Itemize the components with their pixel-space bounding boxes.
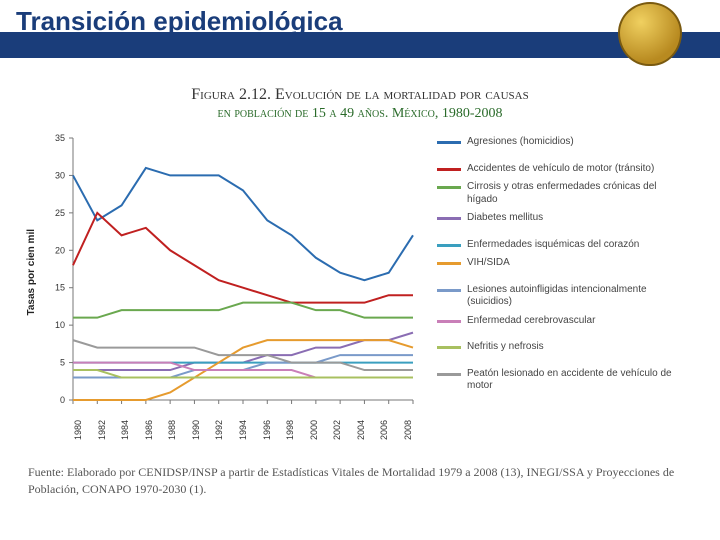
legend-label: Enfermedad cerebrovascular	[467, 315, 688, 328]
svg-text:25: 25	[55, 208, 65, 218]
legend-swatch	[437, 373, 461, 376]
x-axis-ticks: 1980 1982 1984 1986 1988 1990 1992 1994 1996 1998…	[73, 420, 413, 440]
x-tick-label: 1990	[191, 420, 201, 440]
legend-label: VIH/SIDA	[467, 257, 688, 270]
x-tick-label: 2004	[356, 420, 366, 440]
x-tick-label: 1992	[214, 420, 224, 440]
x-tick-label: 2008	[403, 420, 413, 440]
legend-swatch	[437, 320, 461, 323]
title-bar: Transición epidemiológica	[0, 0, 720, 58]
series-line	[73, 303, 413, 318]
series-line	[73, 213, 413, 303]
legend-label: Enfermedades isquémicas del corazón	[467, 239, 688, 252]
svg-text:5: 5	[60, 358, 65, 368]
legend-swatch	[437, 262, 461, 265]
x-tick-label: 1994	[238, 420, 248, 440]
legend-item: Peatón lesionado en accidente de vehícul…	[437, 368, 688, 393]
x-tick-label: 1984	[120, 420, 130, 440]
chart-area: Tasas por cien mil 05101520253035 198019…	[24, 132, 696, 412]
legend-swatch	[437, 217, 461, 220]
legend-item: Enfermedad cerebrovascular	[437, 315, 688, 328]
legend-swatch	[437, 186, 461, 189]
legend-item: Diabetes mellitus	[437, 212, 688, 225]
legend-item: VIH/SIDA	[437, 257, 688, 270]
x-tick-label: 1988	[167, 420, 177, 440]
content-area: Figura 2.12. Evolución de la mortalidad …	[0, 58, 720, 498]
legend-label: Accidentes de vehículo de motor (tránsit…	[467, 163, 688, 176]
legend-label: Nefritis y nefrosis	[467, 341, 688, 354]
legend-label: Cirrosis y otras enfermedades crónicas d…	[467, 181, 688, 206]
legend-item: Agresiones (homicidios)	[437, 136, 688, 149]
figure-subtitle: en población de 15 a 49 años. México, 19…	[24, 106, 696, 122]
figure-title: Figura 2.12. Evolución de la mortalidad …	[24, 86, 696, 104]
legend-swatch	[437, 289, 461, 292]
svg-text:10: 10	[55, 320, 65, 330]
series-line	[73, 168, 413, 280]
x-tick-label: 2002	[332, 420, 342, 440]
legend-item: Lesiones autoinfligidas intencionalmente…	[437, 284, 688, 309]
legend-swatch	[437, 244, 461, 247]
legend: Agresiones (homicidios) Accidentes de veh…	[419, 132, 696, 412]
x-tick-label: 2006	[379, 420, 389, 440]
legend-item: Enfermedades isquémicas del corazón	[437, 239, 688, 252]
legend-swatch	[437, 346, 461, 349]
page-title: Transición epidemiológica	[16, 6, 704, 37]
series-line	[73, 333, 413, 370]
legend-label: Peatón lesionado en accidente de vehícul…	[467, 368, 688, 393]
legend-label: Agresiones (homicidios)	[467, 136, 688, 149]
legend-item: Nefritis y nefrosis	[437, 341, 688, 354]
legend-swatch	[437, 141, 461, 144]
x-tick-label: 1980	[73, 420, 83, 440]
series-line	[73, 370, 413, 377]
svg-text:20: 20	[55, 245, 65, 255]
x-tick-label: 1982	[97, 420, 107, 440]
x-tick-label: 1986	[144, 420, 154, 440]
line-chart: 0 5 10 15 20 25 30 35	[39, 132, 419, 412]
legend-item: Accidentes de vehículo de motor (tránsit…	[437, 163, 688, 176]
svg-text:35: 35	[55, 133, 65, 143]
x-tick-label: 1996	[262, 420, 272, 440]
x-tick-label: 1998	[285, 420, 295, 440]
svg-text:0: 0	[60, 395, 65, 405]
plot-wrap: 05101520253035 1980198219841986198819901…	[39, 132, 419, 412]
x-tick-label: 2000	[309, 420, 319, 440]
svg-text:15: 15	[55, 283, 65, 293]
source-text: Fuente: Elaborado por CENIDSP/INSP a par…	[24, 464, 696, 498]
legend-swatch	[437, 168, 461, 171]
legend-label: Diabetes mellitus	[467, 212, 688, 225]
svg-text:30: 30	[55, 170, 65, 180]
unam-logo-icon	[618, 2, 690, 74]
series-line	[73, 355, 413, 377]
legend-item: Cirrosis y otras enfermedades crónicas d…	[437, 181, 688, 206]
legend-label: Lesiones autoinfligidas intencionalmente…	[467, 284, 688, 309]
y-axis-label: Tasas por cien mil	[24, 229, 39, 316]
